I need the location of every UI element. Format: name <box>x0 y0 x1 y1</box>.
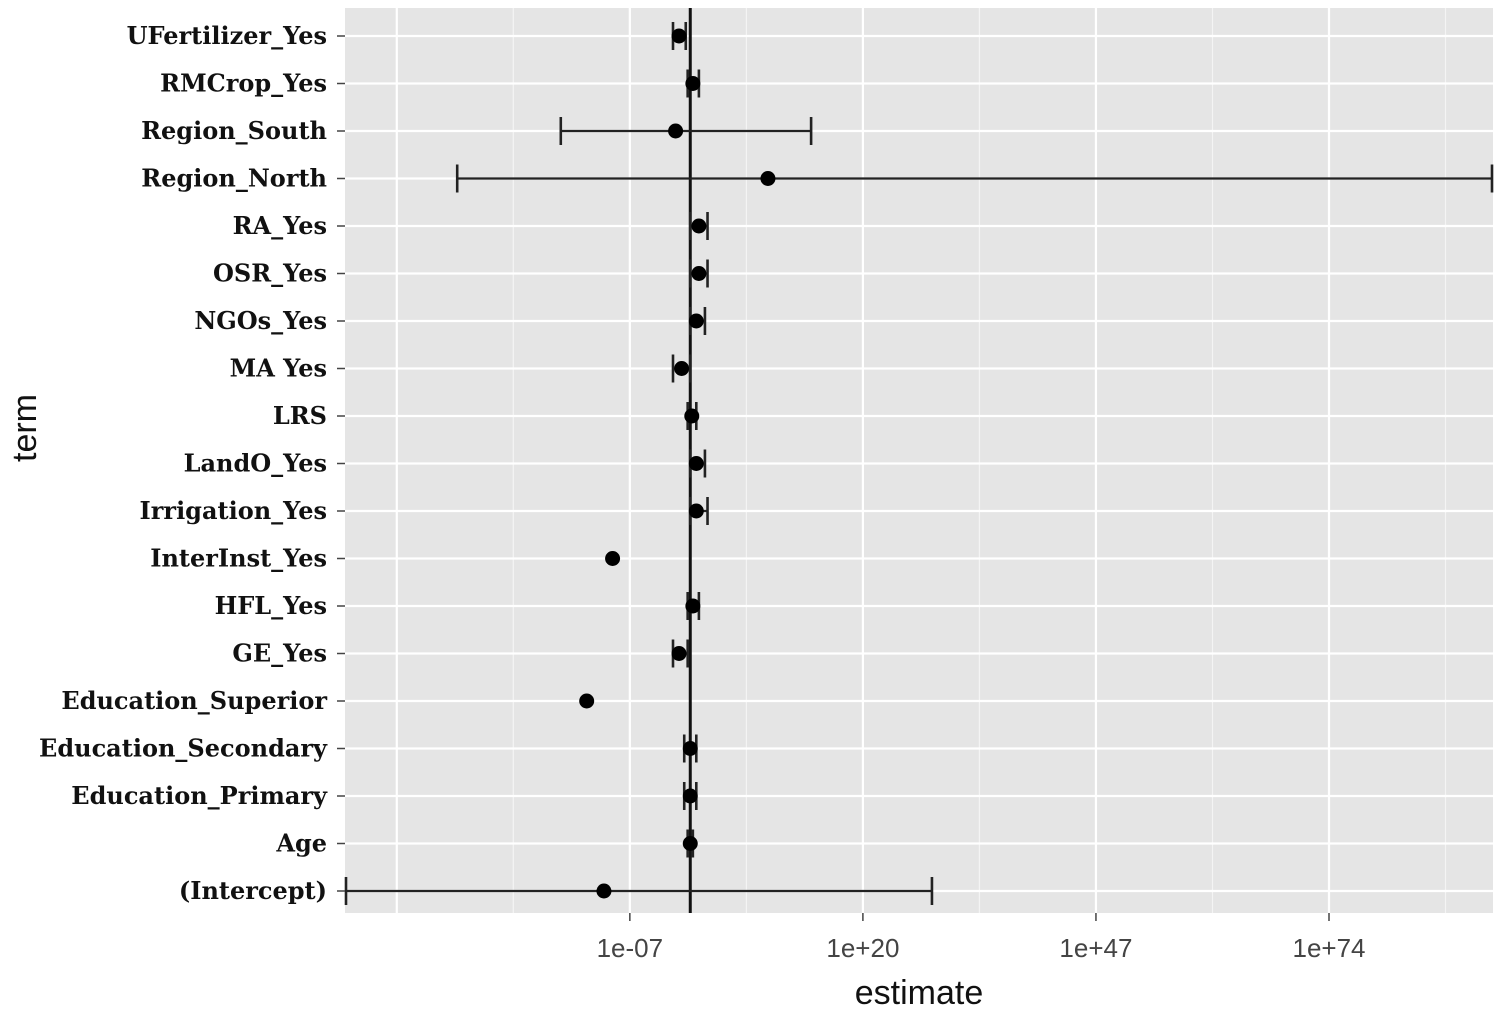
estimate-point <box>596 883 612 899</box>
term-label: UFertilizer_Yes <box>127 21 327 50</box>
term-label: Region_South <box>141 116 327 145</box>
estimate-point <box>682 788 698 804</box>
estimate-point <box>671 646 687 661</box>
estimate-point <box>671 28 687 44</box>
estimate-point <box>685 598 701 614</box>
estimate-point <box>674 361 690 376</box>
estimate-point <box>684 408 700 424</box>
term-label: Irrigation_Yes <box>140 496 327 525</box>
term-label: Age <box>275 829 327 858</box>
term-label: InterInst_Yes <box>150 544 327 573</box>
term-label: Education_Secondary <box>39 734 328 763</box>
estimate-point <box>579 693 595 709</box>
estimate-point <box>685 76 701 91</box>
y-ticks <box>337 35 345 892</box>
estimate-point <box>682 741 698 756</box>
term-label: Education_Primary <box>71 781 328 810</box>
x-tick-label: 1e-07 <box>597 933 664 963</box>
term-label: Region_North <box>141 164 327 193</box>
term-label: MA Yes <box>230 354 327 383</box>
x-axis-title: estimate <box>855 974 984 1012</box>
estimate-point <box>668 123 684 139</box>
estimate-point <box>605 551 621 566</box>
estimate-point <box>682 836 698 851</box>
term-label: RMCrop_Yes <box>160 69 327 98</box>
estimate-points <box>579 28 776 899</box>
estimate-point <box>760 171 776 186</box>
estimate-point <box>688 313 704 329</box>
grid-minor <box>512 8 1447 913</box>
x-tick-label: 1e+20 <box>826 933 899 963</box>
term-label: RA_Yes <box>233 211 327 240</box>
y-axis-title: term <box>6 394 44 462</box>
term-label: GE_Yes <box>232 639 327 668</box>
term-label: LandO_Yes <box>184 449 327 478</box>
term-label: (Intercept) <box>179 876 327 905</box>
x-tick-label: 1e+74 <box>1292 933 1365 963</box>
term-label: LRS <box>273 401 327 430</box>
estimate-point <box>691 218 707 234</box>
x-ticks <box>629 913 1330 921</box>
estimate-point <box>688 456 704 471</box>
x-tick-label: 1e+47 <box>1059 933 1132 963</box>
term-label: OSR_Yes <box>213 259 327 288</box>
term-labels: UFertilizer_Yes RMCrop_Yes Region_South Reg… <box>39 21 328 905</box>
term-label: NGOs_Yes <box>194 306 327 335</box>
x-tick-labels: 1e-07 1e+20 1e+47 1e+74 <box>597 933 1366 963</box>
plot-panel <box>345 8 1493 913</box>
term-label: HFL_Yes <box>215 591 327 620</box>
term-label: Education_Superior <box>61 686 327 715</box>
estimate-point <box>691 266 707 281</box>
estimate-point <box>688 503 704 519</box>
